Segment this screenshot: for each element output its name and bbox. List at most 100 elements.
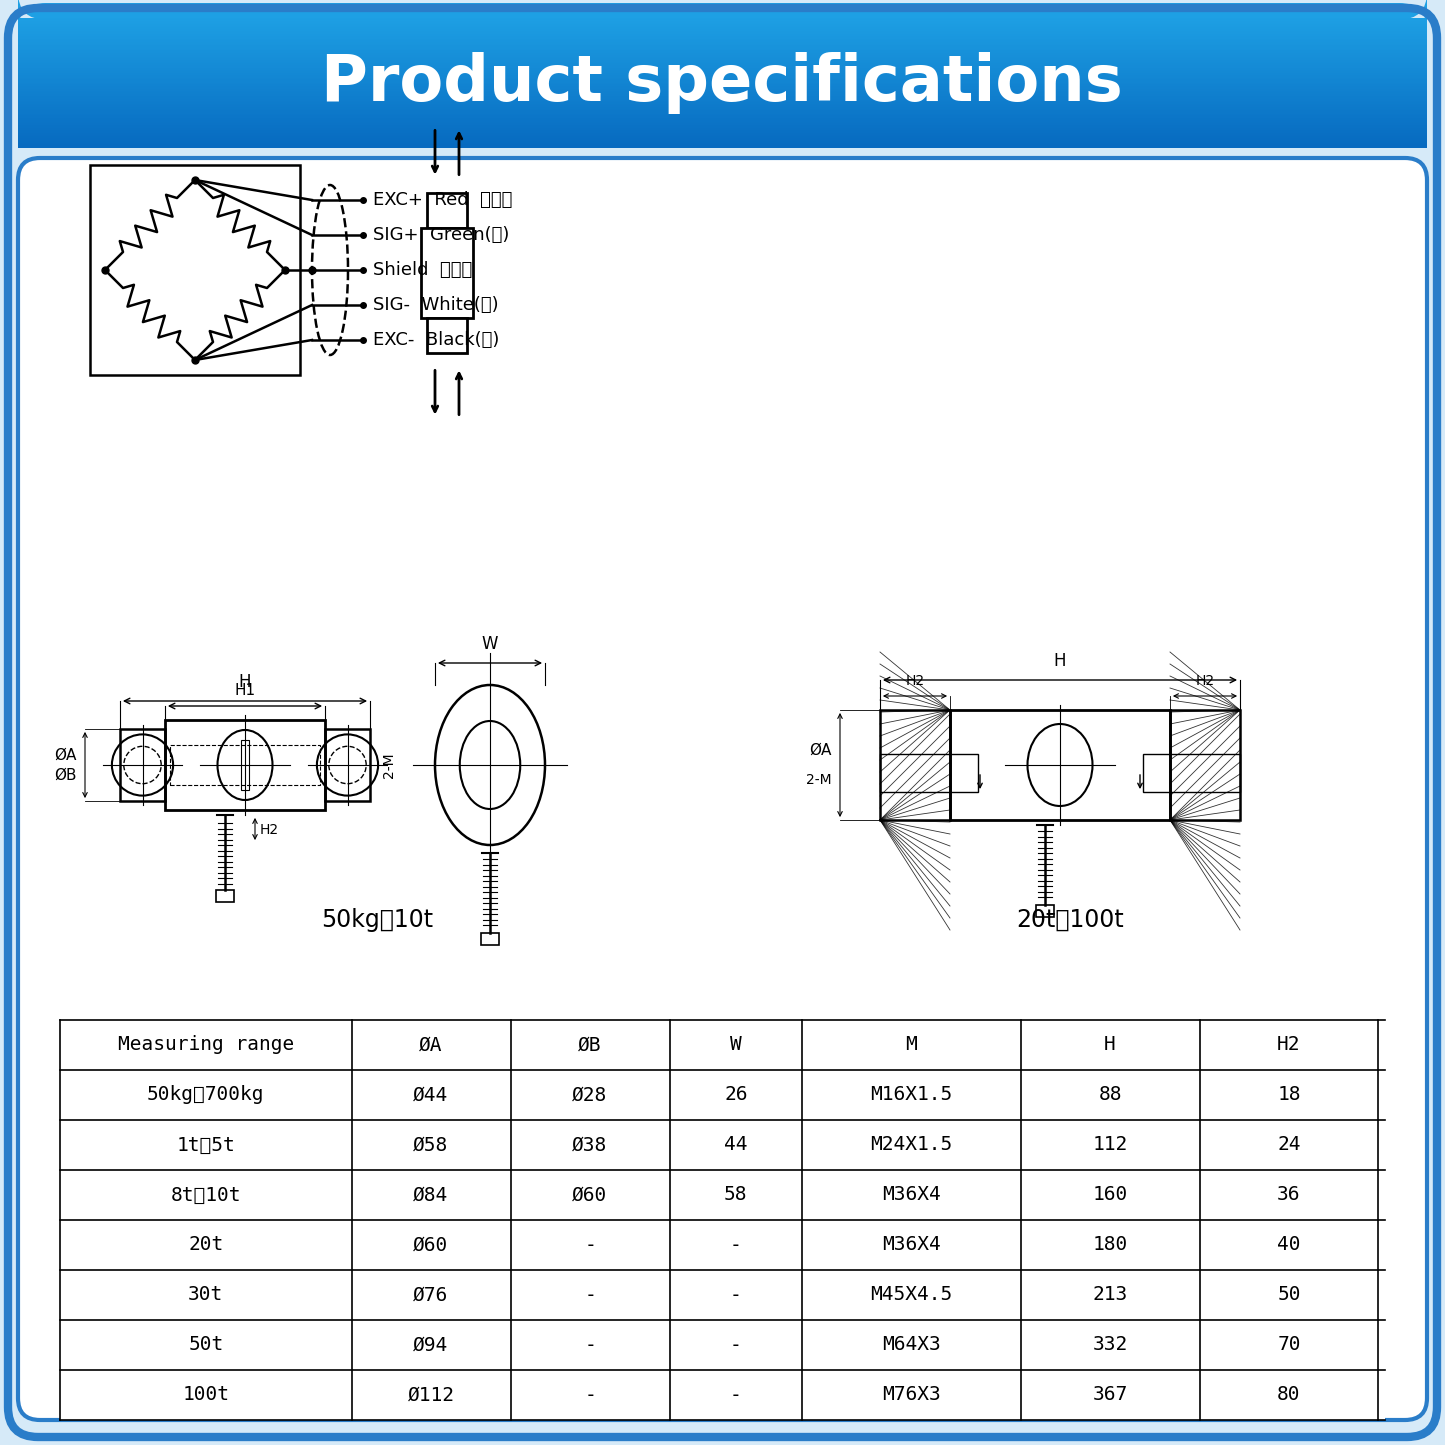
Bar bbox=[17, 33, 1428, 38]
Text: 36: 36 bbox=[1277, 1185, 1301, 1205]
Text: Ø76: Ø76 bbox=[413, 1286, 448, 1305]
Text: 50: 50 bbox=[1277, 1286, 1301, 1305]
Text: ØA: ØA bbox=[419, 1036, 442, 1055]
Text: H2: H2 bbox=[260, 824, 279, 837]
Bar bbox=[90, 165, 301, 376]
Bar bbox=[17, 88, 1428, 91]
Text: EXC+  Red  （红）: EXC+ Red （红） bbox=[373, 191, 513, 210]
Text: H2: H2 bbox=[1195, 673, 1215, 688]
Text: 26: 26 bbox=[724, 1085, 747, 1104]
Text: -: - bbox=[730, 1386, 741, 1405]
Bar bbox=[17, 39, 1428, 42]
Text: 30t: 30t bbox=[188, 1286, 224, 1305]
Bar bbox=[17, 81, 1428, 85]
Bar bbox=[120, 728, 165, 801]
Bar bbox=[17, 98, 1428, 103]
Text: H: H bbox=[1053, 652, 1066, 670]
Bar bbox=[17, 72, 1428, 77]
Bar bbox=[17, 65, 1428, 68]
Bar bbox=[17, 116, 1428, 118]
Bar bbox=[17, 49, 1428, 52]
Text: H2: H2 bbox=[1277, 1036, 1301, 1055]
Bar bbox=[17, 131, 1428, 134]
Bar bbox=[17, 142, 1428, 145]
Text: Ø60: Ø60 bbox=[413, 1235, 448, 1254]
Bar bbox=[17, 108, 1428, 113]
Text: H1: H1 bbox=[234, 683, 256, 698]
Bar bbox=[17, 42, 1428, 46]
Text: M: M bbox=[906, 1036, 918, 1055]
Bar bbox=[880, 754, 977, 792]
Text: 112: 112 bbox=[1092, 1136, 1127, 1155]
Bar bbox=[17, 104, 1428, 107]
Bar bbox=[17, 25, 1428, 27]
Bar bbox=[17, 123, 1428, 127]
Bar bbox=[325, 728, 370, 801]
Text: -: - bbox=[730, 1335, 741, 1354]
Text: 58: 58 bbox=[724, 1185, 747, 1205]
Text: -: - bbox=[584, 1386, 595, 1405]
Bar bbox=[171, 746, 319, 785]
Text: 8t～10t: 8t～10t bbox=[171, 1185, 241, 1205]
Text: H: H bbox=[1104, 1036, 1116, 1055]
Text: Ø28: Ø28 bbox=[572, 1085, 608, 1104]
Bar bbox=[1036, 905, 1053, 918]
Text: 213: 213 bbox=[1092, 1286, 1127, 1305]
Bar bbox=[215, 890, 234, 902]
Bar bbox=[1170, 709, 1240, 819]
Text: 50t: 50t bbox=[188, 1335, 224, 1354]
Text: Ø112: Ø112 bbox=[407, 1386, 455, 1405]
Bar bbox=[17, 20, 1428, 25]
Bar bbox=[165, 720, 325, 811]
Bar bbox=[17, 129, 1428, 131]
Bar bbox=[17, 114, 1428, 117]
Bar bbox=[1143, 754, 1240, 792]
Bar bbox=[17, 17, 1428, 22]
Bar bbox=[17, 137, 1428, 142]
Bar bbox=[17, 40, 1428, 43]
Text: EXC-  Black(黑): EXC- Black(黑) bbox=[373, 331, 500, 350]
Text: W: W bbox=[730, 1036, 741, 1055]
Bar bbox=[17, 134, 1428, 139]
Text: 44: 44 bbox=[724, 1136, 747, 1155]
Bar bbox=[17, 19, 1428, 23]
Bar bbox=[17, 110, 1428, 114]
Text: ØA: ØA bbox=[809, 743, 832, 757]
Text: 50kg～10t: 50kg～10t bbox=[321, 907, 434, 932]
Bar bbox=[61, 1020, 1384, 1420]
Bar bbox=[17, 36, 1428, 39]
Text: 160: 160 bbox=[1092, 1185, 1127, 1205]
Bar bbox=[17, 64, 1428, 66]
Text: W: W bbox=[481, 634, 499, 653]
Text: -: - bbox=[730, 1286, 741, 1305]
Bar bbox=[17, 117, 1428, 120]
Text: M76X3: M76X3 bbox=[881, 1386, 941, 1405]
Text: M24X1.5: M24X1.5 bbox=[870, 1136, 952, 1155]
Bar bbox=[17, 71, 1428, 75]
Text: -: - bbox=[584, 1235, 595, 1254]
Bar bbox=[17, 53, 1428, 56]
Bar bbox=[17, 56, 1428, 61]
Bar bbox=[17, 46, 1428, 51]
Bar bbox=[17, 120, 1428, 124]
Bar bbox=[17, 58, 1428, 62]
Text: H2: H2 bbox=[906, 673, 925, 688]
Bar bbox=[17, 90, 1428, 92]
Bar bbox=[241, 740, 249, 790]
Text: SIG+  Green(续): SIG+ Green(续) bbox=[373, 225, 510, 244]
Text: 50kg～700kg: 50kg～700kg bbox=[147, 1085, 264, 1104]
Bar bbox=[17, 84, 1428, 88]
Bar bbox=[17, 66, 1428, 69]
Bar bbox=[17, 52, 1428, 55]
Text: Ø60: Ø60 bbox=[572, 1185, 608, 1205]
Bar bbox=[17, 94, 1428, 98]
Bar bbox=[17, 143, 1428, 146]
Bar bbox=[17, 30, 1428, 35]
Text: 40: 40 bbox=[1277, 1235, 1301, 1254]
Text: 20t～100t: 20t～100t bbox=[1016, 907, 1124, 932]
Text: Product specifications: Product specifications bbox=[321, 52, 1123, 114]
Text: ØA: ØA bbox=[55, 747, 77, 763]
Text: -: - bbox=[584, 1286, 595, 1305]
Text: 20t: 20t bbox=[188, 1235, 224, 1254]
Bar bbox=[949, 709, 1170, 819]
